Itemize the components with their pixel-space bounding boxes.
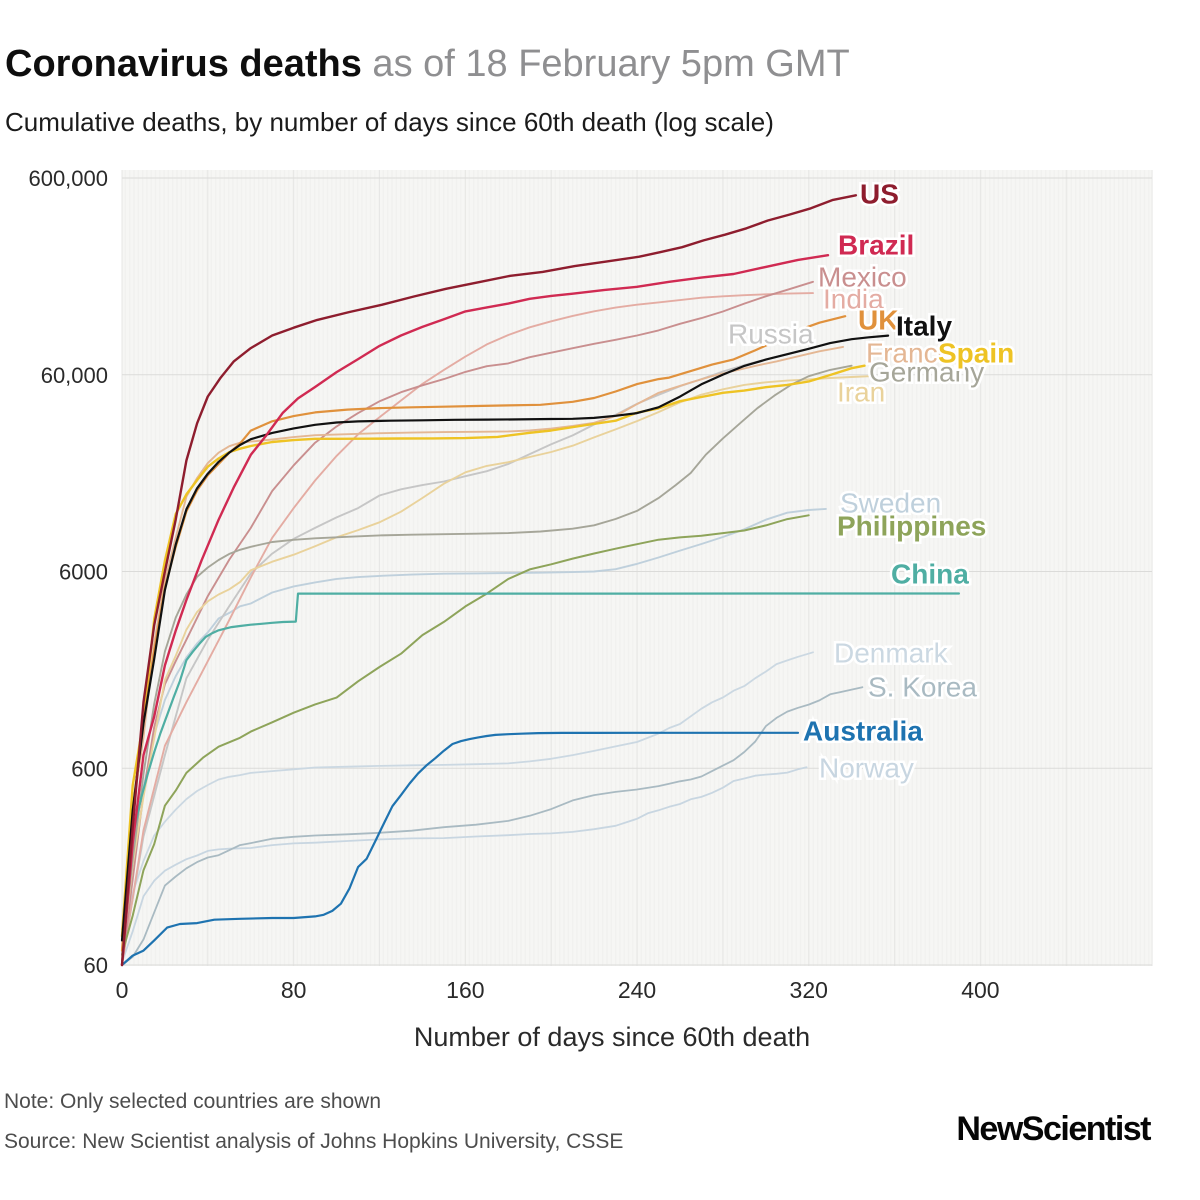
series-label-norway: Norway bbox=[819, 752, 914, 783]
new-scientist-logo: NewScientist bbox=[956, 1110, 1151, 1148]
series-line-italy bbox=[120, 334, 890, 942]
y-tick-label: 600 bbox=[71, 756, 108, 781]
series-label-denmark: Denmark bbox=[834, 637, 949, 668]
chart-note: Note: Only selected countries are shown bbox=[4, 1090, 382, 1113]
x-tick-label: 0 bbox=[116, 977, 129, 1003]
page-title-bold: Coronavirus deaths bbox=[5, 43, 362, 85]
series-line-china bbox=[120, 592, 961, 967]
y-tick-label: 6000 bbox=[59, 560, 108, 585]
series-line-denmark bbox=[121, 651, 814, 960]
page-subtitle: Cumulative deaths, by number of days sin… bbox=[5, 107, 774, 137]
series-line-norway bbox=[121, 766, 808, 964]
series-label-spain: Spain bbox=[938, 337, 1014, 368]
series-label-australia: Australia bbox=[803, 715, 923, 746]
series-label-mexico: Mexico bbox=[818, 261, 907, 292]
x-tick-label: 80 bbox=[281, 977, 307, 1003]
series-line-australia bbox=[120, 731, 800, 967]
series-label-russia: Russia bbox=[728, 318, 814, 349]
x-tick-label: 320 bbox=[790, 977, 828, 1003]
y-tick-label: 600,000 bbox=[28, 166, 108, 191]
page-title-date: as of 18 February 5pm GMT bbox=[361, 43, 850, 85]
series-line-india bbox=[121, 292, 814, 966]
series-label-india: India bbox=[823, 283, 884, 314]
page-title: Coronavirus deaths as of 18 February 5pm… bbox=[5, 43, 850, 86]
series-label-sweden: Sweden bbox=[840, 487, 941, 518]
series-line-s-korea bbox=[121, 686, 864, 966]
series-label-s-korea: S. Korea bbox=[868, 671, 977, 702]
x-tick-label: 160 bbox=[446, 977, 484, 1003]
series-line-sweden bbox=[121, 507, 827, 953]
series-label-iran: Iran bbox=[837, 376, 885, 407]
x-tick-label: 400 bbox=[961, 977, 999, 1003]
x-axis-title: Number of days since 60th death bbox=[414, 1022, 810, 1052]
series-label-uk: UK bbox=[858, 304, 898, 335]
series-line-iran bbox=[121, 374, 877, 958]
series-label-france: France bbox=[866, 337, 953, 368]
series-label-italy: Italy bbox=[896, 310, 952, 341]
y-tick-label: 60,000 bbox=[41, 363, 108, 388]
series-label-china: China bbox=[891, 558, 969, 589]
series-line-philippines bbox=[121, 514, 810, 956]
series-line-brazil bbox=[120, 253, 830, 967]
series-label-germany: Germany bbox=[869, 356, 984, 387]
series-line-mexico bbox=[121, 280, 814, 966]
chart-source: Source: New Scientist analysis of Johns … bbox=[4, 1130, 624, 1153]
x-tick-label: 240 bbox=[618, 977, 656, 1003]
series-label-us: US bbox=[860, 178, 899, 209]
series-label-brazil: Brazil bbox=[838, 229, 914, 260]
series-label-philippines: Philippines bbox=[837, 510, 986, 541]
series-line-spain bbox=[120, 364, 866, 938]
series-line-us bbox=[120, 194, 858, 967]
y-tick-label: 60 bbox=[84, 953, 108, 978]
